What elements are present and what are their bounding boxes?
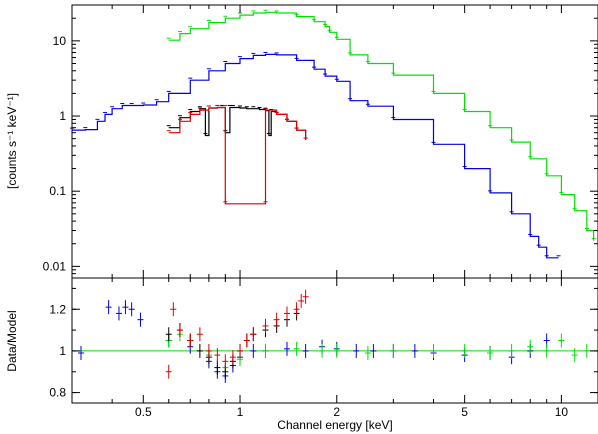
spectrum-series-group — [70, 9, 596, 259]
spectrum-y-tick-label: 0.01 — [43, 259, 67, 273]
spectrum-series-0-line — [168, 11, 595, 241]
spectrum-y-axis-label: [counts s⁻¹ keV⁻¹] — [5, 93, 19, 189]
x-tick-label: 5 — [461, 405, 468, 419]
ratio-y-tick-label: 1 — [59, 344, 66, 358]
spectrum-y-tick-label: 10 — [53, 34, 67, 48]
spectrum-series-3-line — [168, 106, 307, 205]
spectrum-y-tick-label: 0.1 — [49, 184, 66, 198]
x-tick-label: 1 — [237, 405, 244, 419]
spectrum-panel: 0.01 0.1 1 10 — [43, 4, 598, 279]
spectrum-series-1-line — [72, 53, 559, 259]
ratio-y-tick-label: 0.8 — [49, 386, 66, 400]
ratio-frame — [71, 277, 598, 404]
ratio-series-group — [72, 289, 598, 383]
x-tick-label: 10 — [555, 405, 569, 419]
ratio-axes: 0.8 1 1.2 0.5 1 2 5 10 — [49, 5, 598, 419]
x-axis-label: Channel energy [keV] — [277, 418, 392, 432]
x-tick-label: 2 — [333, 405, 340, 419]
ratio-panel: 0.8 1 1.2 0.5 1 2 5 10 — [49, 5, 598, 419]
ratio-y-tick-label: 1.2 — [49, 302, 66, 316]
ratio-y-axis-label: Data/Model — [5, 310, 19, 371]
x-tick-label: 0.5 — [135, 405, 152, 419]
spectrum-axes: 0.01 0.1 1 10 — [43, 4, 598, 279]
spectrum-y-tick-label: 1 — [59, 109, 66, 123]
